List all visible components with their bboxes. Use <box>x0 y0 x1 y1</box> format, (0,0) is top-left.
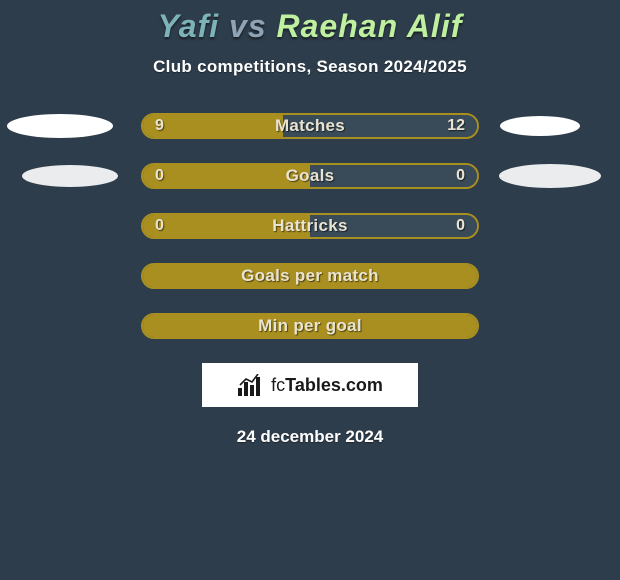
stat-bar: Goals0 0 <box>141 163 479 189</box>
stat-label: Goals per match <box>143 265 477 287</box>
stat-value-left: 0 <box>155 215 164 237</box>
stat-row: Hattricks0 0 <box>0 213 620 239</box>
player1-name: Yafi <box>158 8 220 44</box>
stat-value-right: 0 <box>456 215 465 237</box>
logo-dotcom: .com <box>341 375 383 396</box>
widget-root: Yafi vs Raehan Alif Club competitions, S… <box>0 0 620 447</box>
generated-date: 24 december 2024 <box>0 427 620 447</box>
decorative-ellipse <box>22 165 118 187</box>
stat-value-left: 0 <box>155 165 164 187</box>
stat-label: Matches <box>143 115 477 137</box>
stat-label: Min per goal <box>143 315 477 337</box>
subtitle: Club competitions, Season 2024/2025 <box>0 57 620 77</box>
bars-icon <box>237 374 263 396</box>
logo-fc: fc <box>271 375 285 396</box>
stat-value-right: 12 <box>447 115 465 137</box>
stat-row: Matches9 12 <box>0 113 620 139</box>
fctables-logo[interactable]: fcTables.com <box>202 363 418 407</box>
versus-text: vs <box>229 8 267 44</box>
stat-bar: Hattricks0 0 <box>141 213 479 239</box>
decorative-ellipse <box>500 116 580 136</box>
page-title: Yafi vs Raehan Alif <box>0 8 620 45</box>
stat-rows: Matches912Goals00Hattricks00Goals per ma… <box>0 113 620 339</box>
logo-tables: Tables <box>285 375 341 396</box>
logo-text: fcTables.com <box>271 375 383 396</box>
decorative-ellipse <box>499 164 601 188</box>
stat-bar: Matches9 12 <box>141 113 479 139</box>
stat-row: Goals per match <box>0 263 620 289</box>
stat-value-left: 9 <box>155 115 164 137</box>
stat-value-right: 0 <box>456 165 465 187</box>
stat-row: Goals0 0 <box>0 163 620 189</box>
player2-name: Raehan Alif <box>277 8 463 44</box>
stat-label: Hattricks <box>143 215 477 237</box>
decorative-ellipse <box>7 114 113 138</box>
stat-bar: Goals per match <box>141 263 479 289</box>
stat-label: Goals <box>143 165 477 187</box>
stat-bar: Min per goal <box>141 313 479 339</box>
stat-row: Min per goal <box>0 313 620 339</box>
